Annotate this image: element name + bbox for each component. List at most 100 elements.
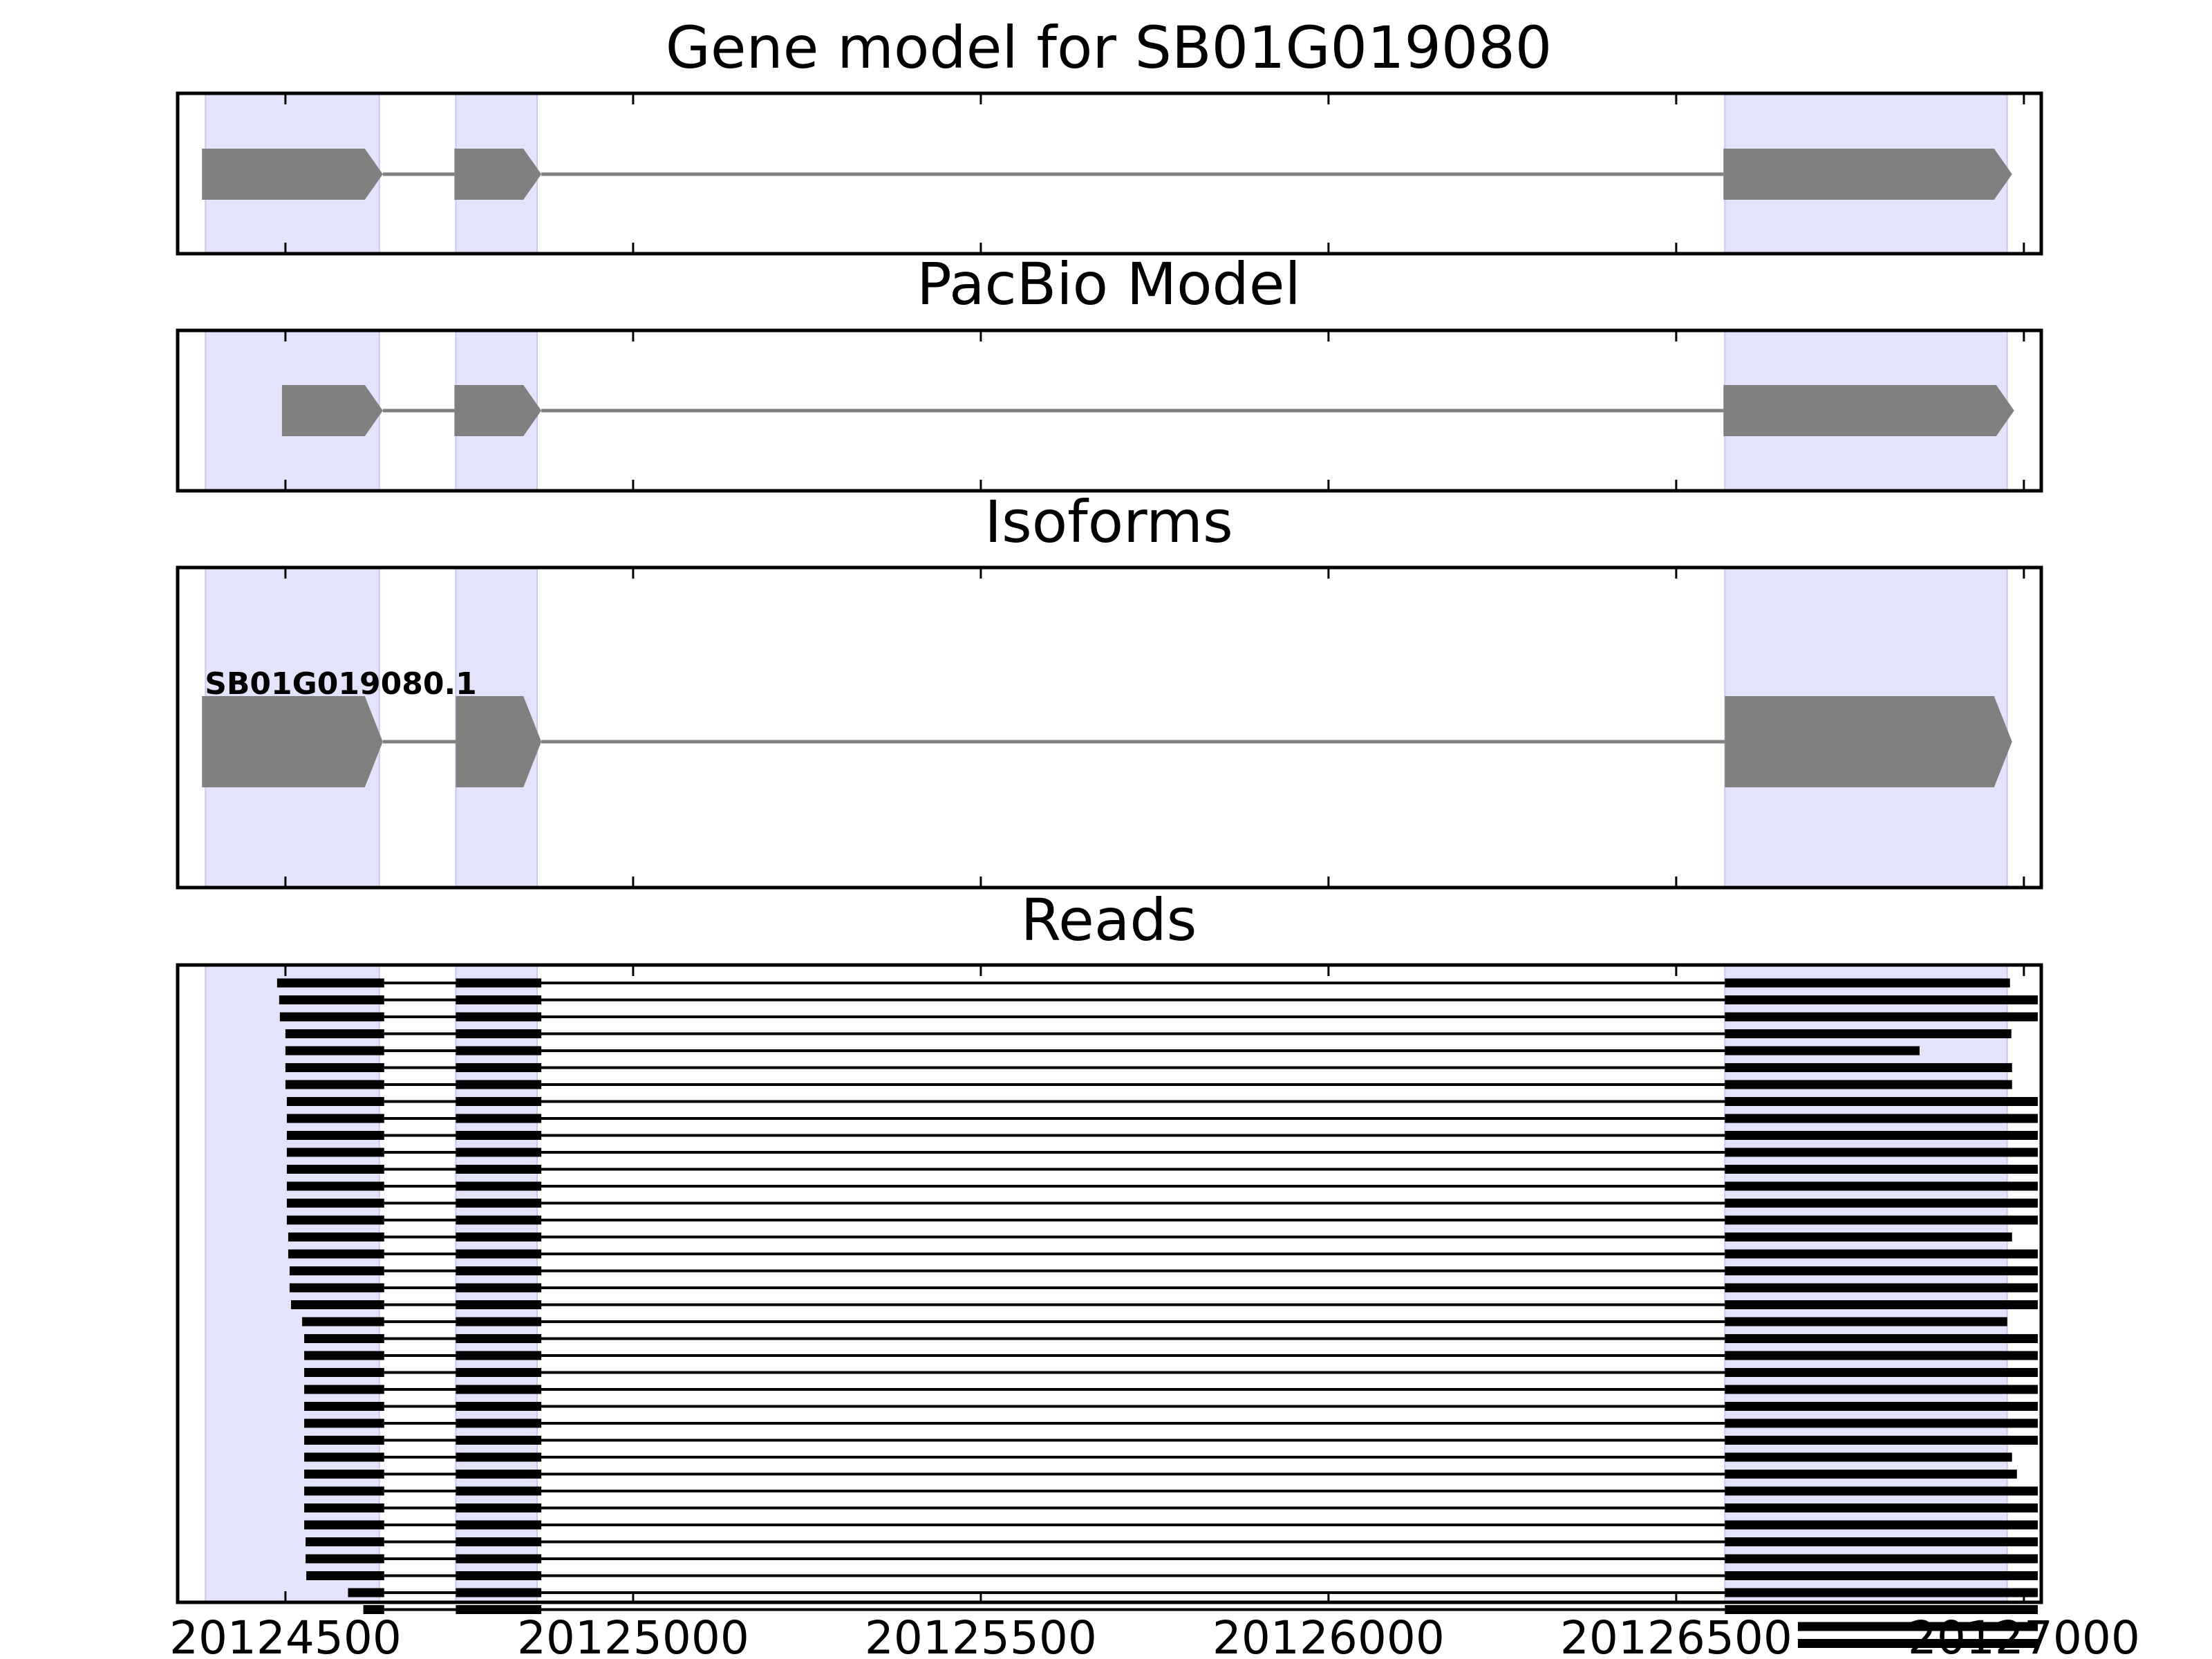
read-exon-block (1797, 1639, 2038, 1648)
read-exon-block (456, 1351, 542, 1360)
read-exon-block (289, 1283, 384, 1293)
read-row (286, 1131, 2038, 1140)
read-exon-block (279, 1012, 384, 1022)
read-row (286, 1181, 2038, 1191)
read-exon-block (1725, 1503, 2038, 1512)
read-exon-block (1725, 1300, 2038, 1309)
read-exon-block (456, 1317, 542, 1327)
read-exon-block (456, 1199, 542, 1208)
x-tick-label: 20125000 (517, 1611, 749, 1659)
read-row (304, 1486, 2038, 1496)
read-row (279, 995, 2038, 1004)
read-exon-block (1725, 1470, 2017, 1479)
read-exon-block (1725, 1097, 2038, 1106)
read-row (304, 1503, 2038, 1512)
read-exon-block (1725, 1537, 2038, 1546)
read-exon-block (288, 1249, 384, 1259)
read-row (285, 1029, 2012, 1038)
read-exon-block (1725, 1114, 2038, 1123)
track-content-layer: SB01G019080.1 (202, 149, 2038, 1648)
read-exon-block (456, 1012, 542, 1022)
read-exon-block (456, 1063, 542, 1072)
read-row (304, 1418, 2038, 1428)
read-exon-block (1725, 1317, 2007, 1327)
read-exon-block (304, 1436, 384, 1445)
read-exon-block (290, 1300, 384, 1309)
read-exon-block (1725, 978, 2010, 988)
read-exon-block (456, 1097, 542, 1106)
read-exon-block (1725, 1605, 2038, 1614)
read-exon-block (1725, 1452, 2012, 1462)
exon-block (1725, 696, 2012, 787)
read-exon-block (456, 1418, 542, 1428)
read-row (286, 1114, 2038, 1123)
exon-block (1723, 385, 2014, 436)
read-exon-block (286, 1165, 384, 1174)
x-tick-label: 20126500 (1560, 1611, 1792, 1659)
read-exon-block (289, 1266, 384, 1275)
panel-title-layer: Gene model for SB01G019080 PacBio Model … (666, 14, 1552, 954)
read-exon-block (456, 995, 542, 1004)
read-exon-block (285, 1080, 384, 1089)
panel-frame (176, 91, 2043, 256)
panel-title-gene-model: Gene model for SB01G019080 (666, 14, 1552, 82)
read-exon-block (1725, 1165, 2038, 1174)
read-exon-block (456, 1147, 542, 1157)
read-exon-block (285, 1046, 384, 1056)
read-exon-block (306, 1571, 384, 1580)
read-exon-block (348, 1588, 384, 1597)
read-exon-block (286, 1097, 384, 1106)
read-row (288, 1249, 2038, 1259)
read-exon-block (1725, 1368, 2038, 1377)
panel-frame-layer (176, 91, 2043, 1604)
read-row (286, 1147, 2038, 1157)
read-exon-block (304, 1334, 384, 1343)
read-row (304, 1351, 2038, 1360)
read-row (285, 1080, 2012, 1089)
read-exon-block (1725, 1385, 2038, 1394)
read-exon-block (1725, 995, 2038, 1004)
read-exon-block (456, 1046, 542, 1056)
read-exon-block (304, 1452, 384, 1462)
read-exon-block (456, 1232, 542, 1241)
read-exon-block (304, 1368, 384, 1377)
x-tick-label: 20126000 (1212, 1611, 1445, 1659)
read-row (363, 1605, 2038, 1614)
read-row (289, 1266, 2038, 1275)
read-exon-block (304, 1470, 384, 1479)
read-exon-block (456, 1300, 542, 1309)
read-row (306, 1571, 2038, 1580)
read-exon-block (1725, 1283, 2038, 1293)
read-exon-block (456, 1554, 542, 1564)
read-row (286, 1165, 2038, 1174)
read-exon-block (456, 1165, 542, 1174)
read-row (304, 1385, 2038, 1394)
read-row (304, 1470, 2017, 1479)
read-exon-block (1725, 1199, 2038, 1208)
panel-title-reads: Reads (1021, 886, 1197, 954)
read-exon-block (456, 1249, 542, 1259)
read-exon-block (456, 1503, 542, 1512)
read-row (304, 1334, 2038, 1343)
read-row (288, 1232, 2012, 1241)
read-exon-block (1725, 1334, 2038, 1343)
read-exon-block (276, 978, 384, 988)
read-row (285, 1046, 1920, 1056)
read-exon-block (1725, 1215, 2038, 1225)
read-exon-block (304, 1418, 384, 1428)
read-exon-block (456, 1588, 542, 1597)
read-exon-block (304, 1520, 384, 1530)
read-exon-block (456, 1266, 542, 1275)
read-exon-block (1725, 1012, 2038, 1022)
read-exon-block (304, 1385, 384, 1394)
read-exon-block (456, 1436, 542, 1445)
read-exon-block (456, 1283, 542, 1293)
read-exon-block (1725, 1418, 2038, 1428)
read-exon-block (456, 1486, 542, 1496)
read-exon-block (1725, 1436, 2038, 1445)
read-row (306, 1537, 2038, 1546)
read-row (1797, 1639, 2038, 1648)
read-exon-block (1725, 1249, 2038, 1259)
read-row (289, 1283, 2038, 1293)
read-row (304, 1520, 2038, 1530)
